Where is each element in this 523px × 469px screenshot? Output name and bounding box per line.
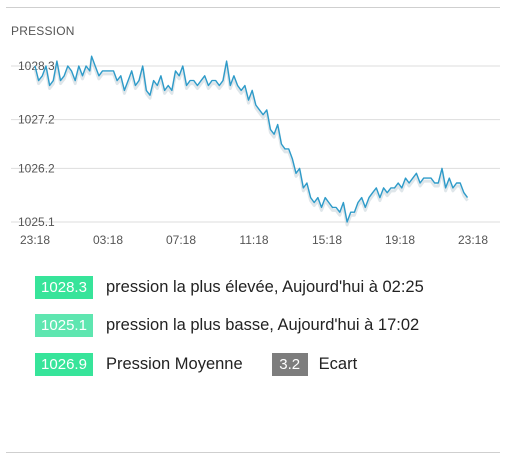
- x-tick-label: 19:18: [385, 233, 415, 247]
- x-tick-label: 03:18: [93, 233, 123, 247]
- stat-row-high: 1028.3 pression la plus élevée, Aujourd'…: [35, 276, 424, 299]
- average-pressure-badge: 1026.9: [35, 353, 93, 376]
- y-tick-label: 1025.1: [18, 215, 55, 229]
- y-tick-label: 1026.2: [18, 161, 55, 175]
- top-divider: [6, 7, 500, 8]
- y-tick-label: 1027.2: [18, 113, 55, 127]
- bottom-divider: [6, 452, 500, 453]
- pressure-gap-badge: 3.2: [271, 353, 308, 376]
- stat-row-average: 1026.9 Pression Moyenne 3.2 Ecart: [35, 353, 357, 376]
- chart-title: PRESSION: [11, 24, 75, 38]
- pressure-gap-label: Ecart: [318, 355, 358, 373]
- stat-row-low: 1025.1 pression la plus basse, Aujourd'h…: [35, 314, 419, 337]
- x-tick-label: 23:18: [458, 233, 488, 247]
- x-tick-label: 07:18: [166, 233, 196, 247]
- low-pressure-badge: 1025.1: [35, 314, 93, 337]
- average-pressure-label: Pression Moyenne: [106, 355, 243, 373]
- pressure-line: [34, 55, 469, 223]
- high-pressure-badge: 1028.3: [35, 276, 93, 299]
- low-pressure-label: pression la plus basse, Aujourd'hui à 17…: [106, 316, 420, 334]
- pressure-line-shadow: [33, 57, 469, 227]
- x-tick-label: 15:18: [312, 233, 342, 247]
- x-tick-label: 11:18: [239, 233, 268, 247]
- high-pressure-label: pression la plus élevée, Aujourd'hui à 0…: [106, 278, 424, 296]
- x-tick-label: 23:18: [20, 233, 50, 247]
